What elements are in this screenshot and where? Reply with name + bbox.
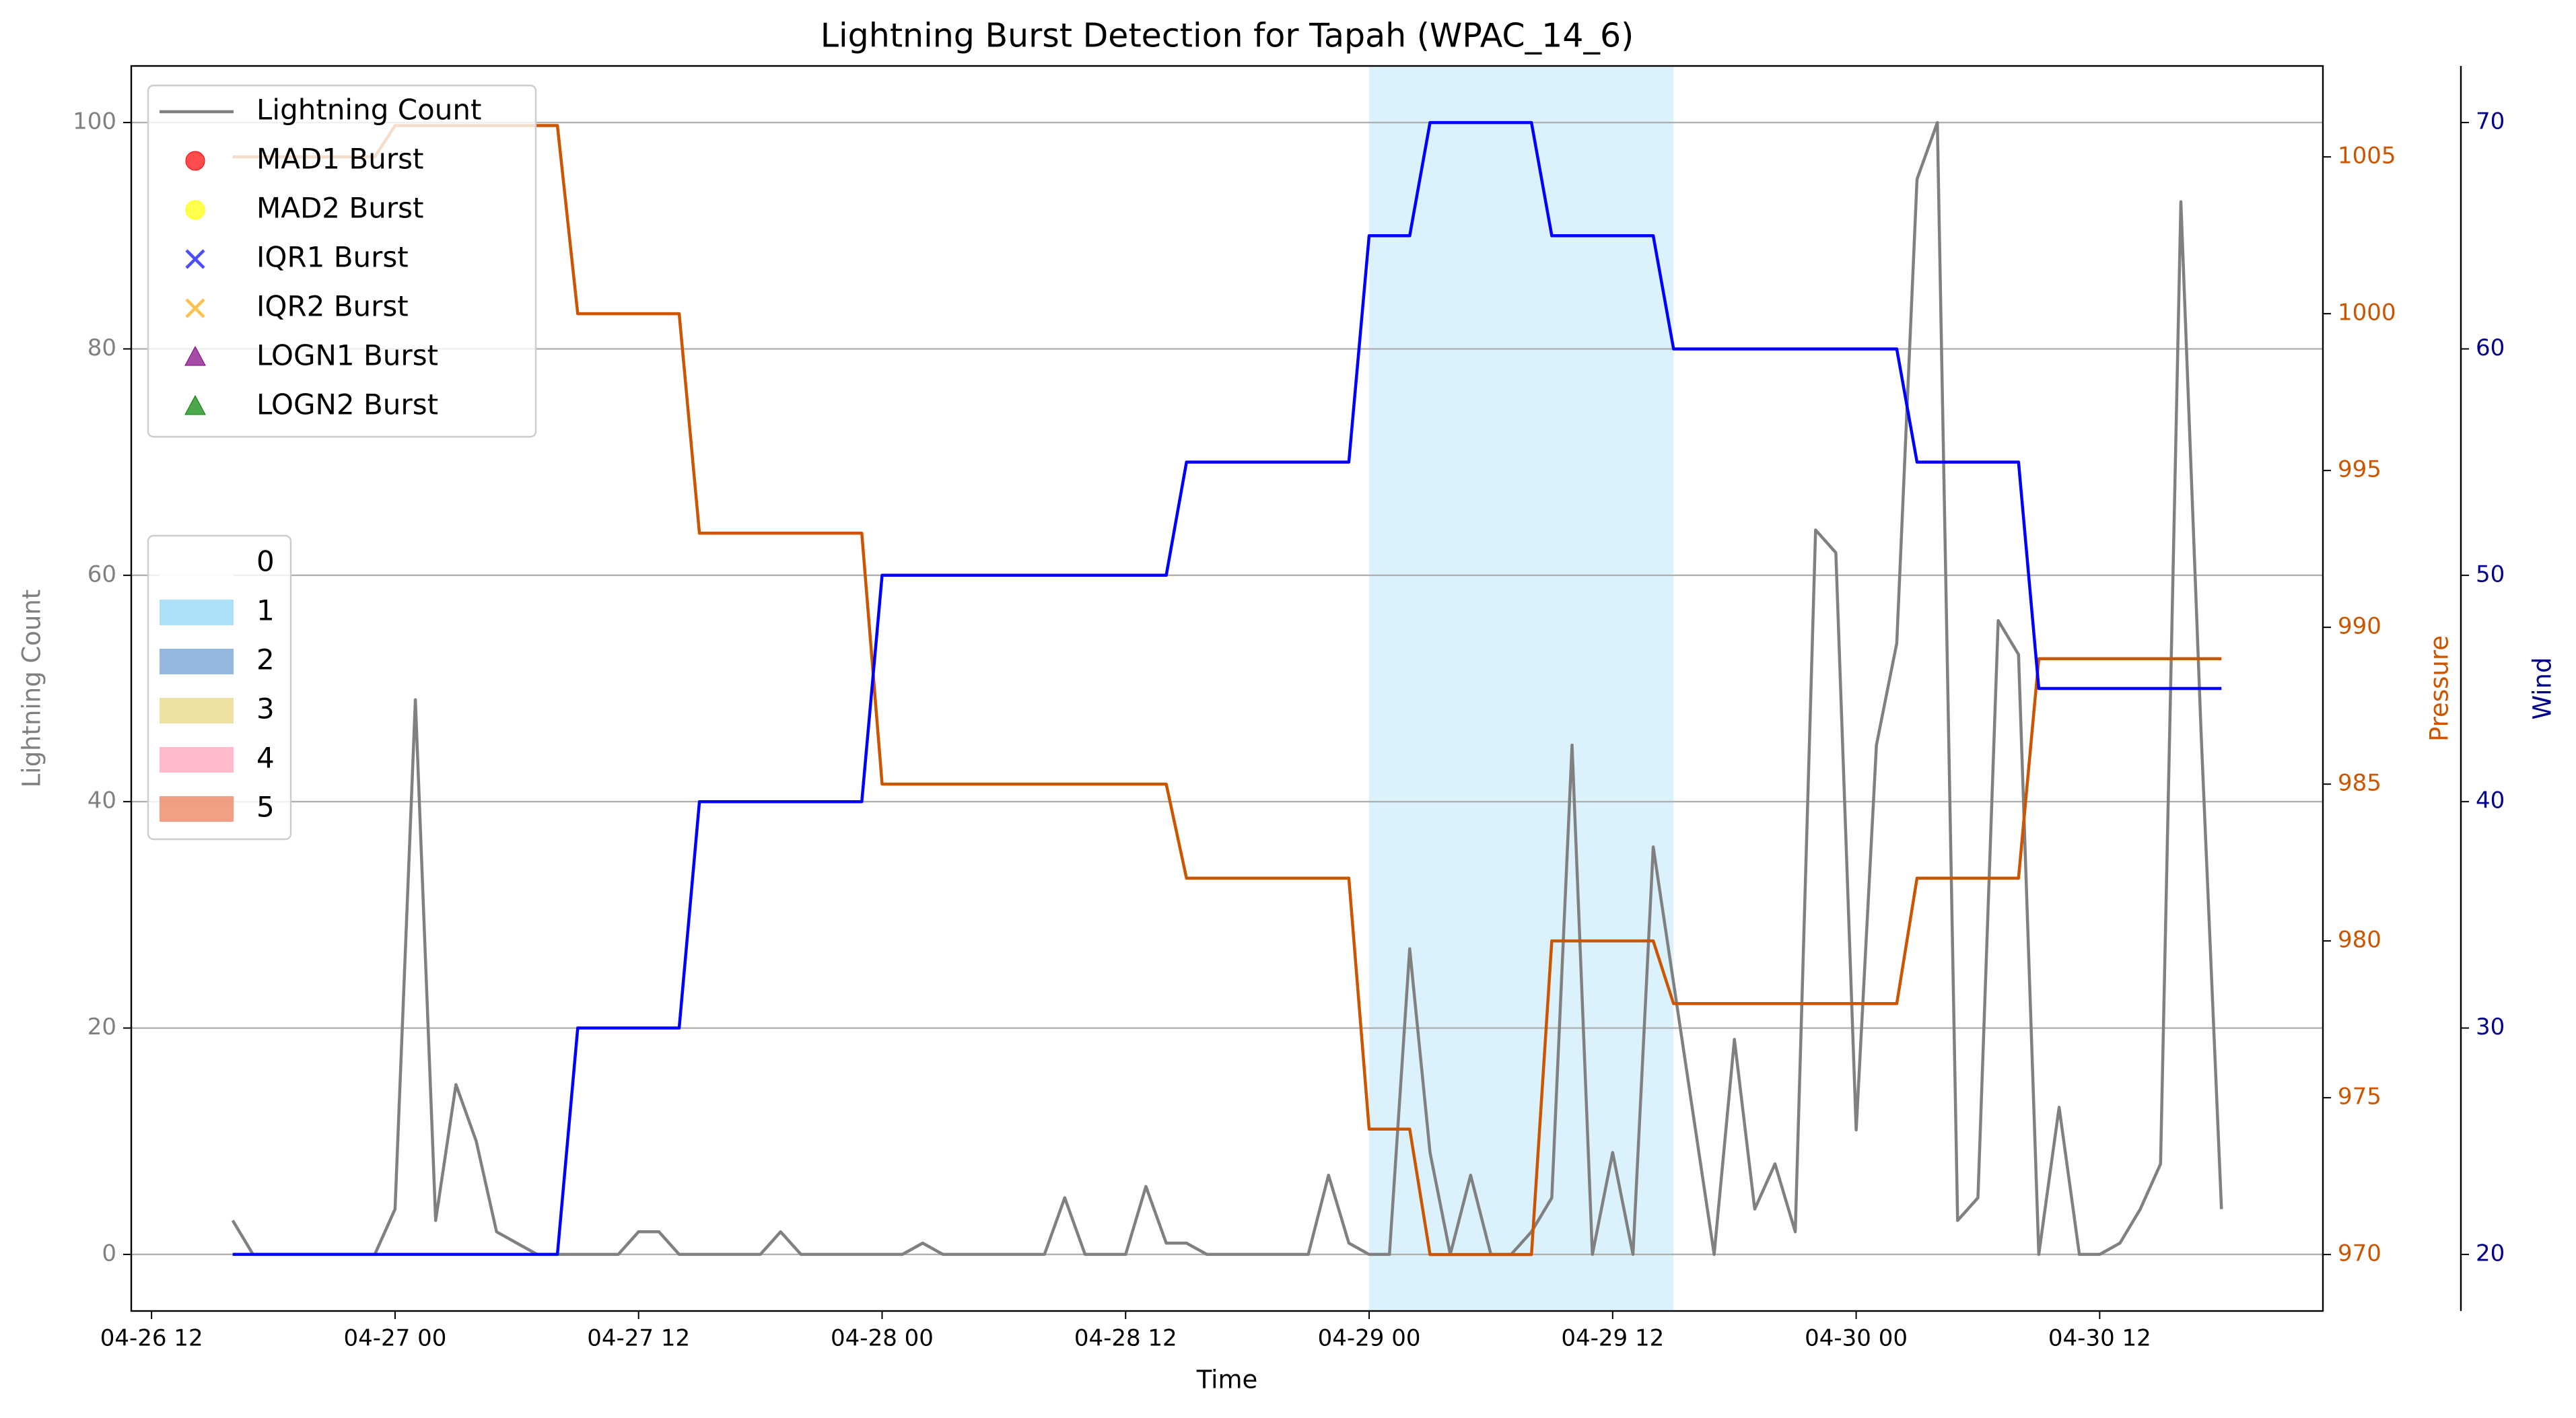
- y2-axis-label: Pressure: [2425, 635, 2454, 742]
- intensity-span: [1369, 66, 1674, 1311]
- legend-label: Lightning Count: [256, 94, 481, 127]
- y2-tick-label: 995: [2338, 456, 2381, 483]
- legend-label: 5: [256, 791, 275, 824]
- x-axis-label: Time: [1196, 1366, 1258, 1394]
- y-tick-label: 80: [88, 334, 116, 361]
- x-tick-label: 04-27 12: [587, 1325, 690, 1352]
- y2-tick-label: 1005: [2338, 143, 2396, 170]
- chart-title: Lightning Burst Detection for Tapah (WPA…: [821, 17, 1634, 55]
- y-axis-label: Lightning Count: [18, 590, 46, 788]
- y2-tick-label: 980: [2338, 927, 2381, 954]
- legend-patch: [160, 747, 234, 773]
- legend-marker: [184, 394, 206, 415]
- x-tick-label: 04-29 00: [1318, 1325, 1421, 1352]
- x-tick-label: 04-28 00: [831, 1325, 934, 1352]
- legend-label: MAD1 Burst: [256, 143, 423, 176]
- legend-patch: [160, 551, 234, 576]
- y2-tick-label: 990: [2338, 613, 2381, 640]
- series-line: [232, 124, 2222, 1256]
- y2-tick-label: 970: [2338, 1240, 2381, 1267]
- legend-label: LOGN1 Burst: [256, 339, 438, 372]
- y-tick-label: 0: [102, 1240, 116, 1267]
- legend-marker: [185, 249, 205, 269]
- y-tick-label: 60: [88, 561, 116, 588]
- y2-tick-label: 975: [2338, 1084, 2381, 1110]
- plot-frame: [130, 65, 2324, 1312]
- y2-tick-label: 1000: [2338, 299, 2396, 326]
- legend-marker: [185, 200, 205, 220]
- x-tick-label: 04-30 00: [1805, 1325, 1908, 1352]
- legend-label: 3: [256, 693, 275, 725]
- legend-label: 4: [256, 742, 275, 775]
- series-line: [232, 120, 2222, 1256]
- legend-label: IQR1 Burst: [256, 241, 409, 274]
- legend-label: 2: [256, 643, 275, 676]
- legend-marker: [185, 151, 205, 171]
- y3-tick-label: 70: [2476, 108, 2505, 135]
- x-tick-label: 04-28 12: [1074, 1325, 1177, 1352]
- legend-label: 0: [256, 545, 275, 578]
- legend-patch: [160, 600, 234, 625]
- y-tick-label: 20: [88, 1014, 116, 1040]
- legend-marker: [184, 345, 206, 366]
- y-tick-label: 40: [88, 787, 116, 814]
- y3-tick-label: 30: [2476, 1014, 2505, 1040]
- x-tick-label: 04-30 12: [2048, 1325, 2151, 1352]
- y3-tick-label: 20: [2476, 1240, 2505, 1267]
- x-tick-label: 04-26 12: [100, 1325, 203, 1352]
- legend-patch: [160, 649, 234, 674]
- y3-axis-label: Wind: [2528, 658, 2557, 720]
- y-tick-label: 100: [73, 108, 116, 135]
- legend-patch: [160, 698, 234, 723]
- y2-tick-label: 985: [2338, 770, 2381, 797]
- legend-patch: [160, 796, 234, 822]
- legend-label: LOGN2 Burst: [256, 388, 438, 421]
- legend-marker: [185, 298, 205, 318]
- x-tick-label: 04-27 00: [343, 1325, 446, 1352]
- y3-tick-label: 40: [2476, 787, 2505, 814]
- legend-label: IQR2 Burst: [256, 290, 409, 323]
- legend-label: MAD2 Burst: [256, 192, 423, 225]
- y3-tick-label: 60: [2476, 334, 2505, 361]
- legend-label: 1: [256, 594, 275, 627]
- x-tick-label: 04-29 12: [1561, 1325, 1664, 1352]
- y3-tick-label: 50: [2476, 561, 2505, 588]
- series-line: [231, 120, 2223, 1256]
- legend-box: [147, 84, 537, 438]
